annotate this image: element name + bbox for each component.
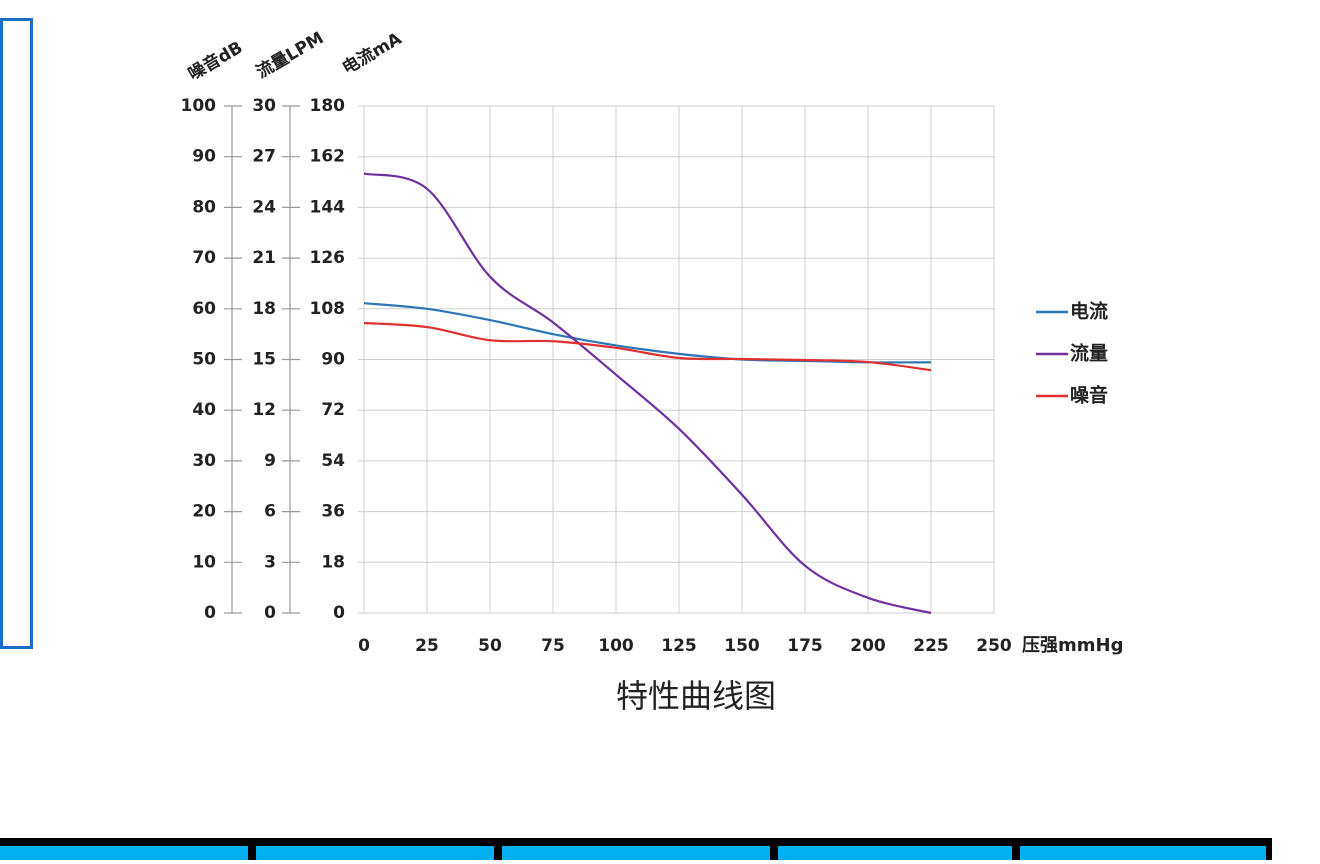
y2-tick-label: 15: [252, 350, 276, 370]
side-frame: [0, 18, 33, 649]
table-cell: [502, 846, 770, 860]
x-tick-label: 225: [913, 636, 949, 656]
y2-tick-label: 21: [252, 248, 276, 268]
y3-axis-label: 噪音dB: [185, 37, 247, 85]
y-tick-label: 54: [321, 451, 345, 471]
y-tick-label: 18: [321, 552, 345, 572]
y2-tick-label: 0: [264, 603, 276, 623]
y2-tick-label: 12: [252, 400, 276, 420]
y-tick-label: 180: [310, 96, 346, 116]
y-tick-label: 108: [310, 299, 346, 319]
table-cell: [0, 846, 248, 860]
y3-tick-label: 10: [192, 552, 216, 572]
y-tick-label: 72: [321, 400, 345, 420]
y-axis-label: 电流mA: [339, 28, 406, 79]
y3-tick-label: 80: [192, 197, 216, 217]
y3-tick-label: 100: [181, 96, 217, 116]
legend-label: 流量: [1070, 342, 1108, 365]
y3-tick-label: 20: [192, 502, 216, 522]
y-tick-label: 144: [310, 197, 346, 217]
x-tick-label: 50: [478, 636, 502, 656]
x-tick-label: 25: [415, 636, 439, 656]
y2-tick-label: 3: [264, 552, 276, 572]
y2-tick-label: 30: [252, 96, 276, 116]
x-tick-label: 175: [787, 636, 823, 656]
x-tick-label: 0: [358, 636, 370, 656]
y2-axis-label: 流量LPM: [253, 27, 328, 82]
y3-tick-label: 70: [192, 248, 216, 268]
legend-label: 电流: [1070, 300, 1108, 323]
line-series: [363, 321, 932, 372]
table-cell: [1020, 846, 1266, 860]
y3-tick-label: 30: [192, 451, 216, 471]
y-tick-label: 162: [310, 147, 346, 167]
y2-tick-label: 24: [252, 197, 276, 217]
y3-tick-label: 0: [204, 603, 216, 623]
chart-title: 特性曲线图: [616, 677, 776, 715]
x-axis-label: 压强mmHg: [1022, 635, 1123, 656]
table-cell: [778, 846, 1012, 860]
y-tick-label: 0: [333, 603, 345, 623]
y3-tick-label: 60: [192, 299, 216, 319]
y-tick-label: 36: [321, 502, 345, 522]
x-tick-label: 75: [541, 636, 565, 656]
y2-tick-label: 18: [252, 299, 276, 319]
table-cell: [256, 846, 494, 860]
y2-tick-label: 6: [264, 502, 276, 522]
x-tick-label: 100: [598, 636, 634, 656]
y2-tick-label: 9: [264, 451, 276, 471]
y3-tick-label: 50: [192, 350, 216, 370]
legend-label: 噪音: [1070, 384, 1108, 407]
line-series: [363, 172, 932, 615]
x-tick-label: 200: [850, 636, 886, 656]
x-tick-label: 150: [724, 636, 760, 656]
y3-tick-label: 90: [192, 147, 216, 167]
y2-tick-label: 27: [252, 147, 276, 167]
x-tick-label: 250: [976, 636, 1012, 656]
x-tick-label: 125: [661, 636, 697, 656]
y-tick-label: 90: [321, 350, 345, 370]
y-tick-label: 126: [310, 248, 346, 268]
y3-tick-label: 40: [192, 400, 216, 420]
